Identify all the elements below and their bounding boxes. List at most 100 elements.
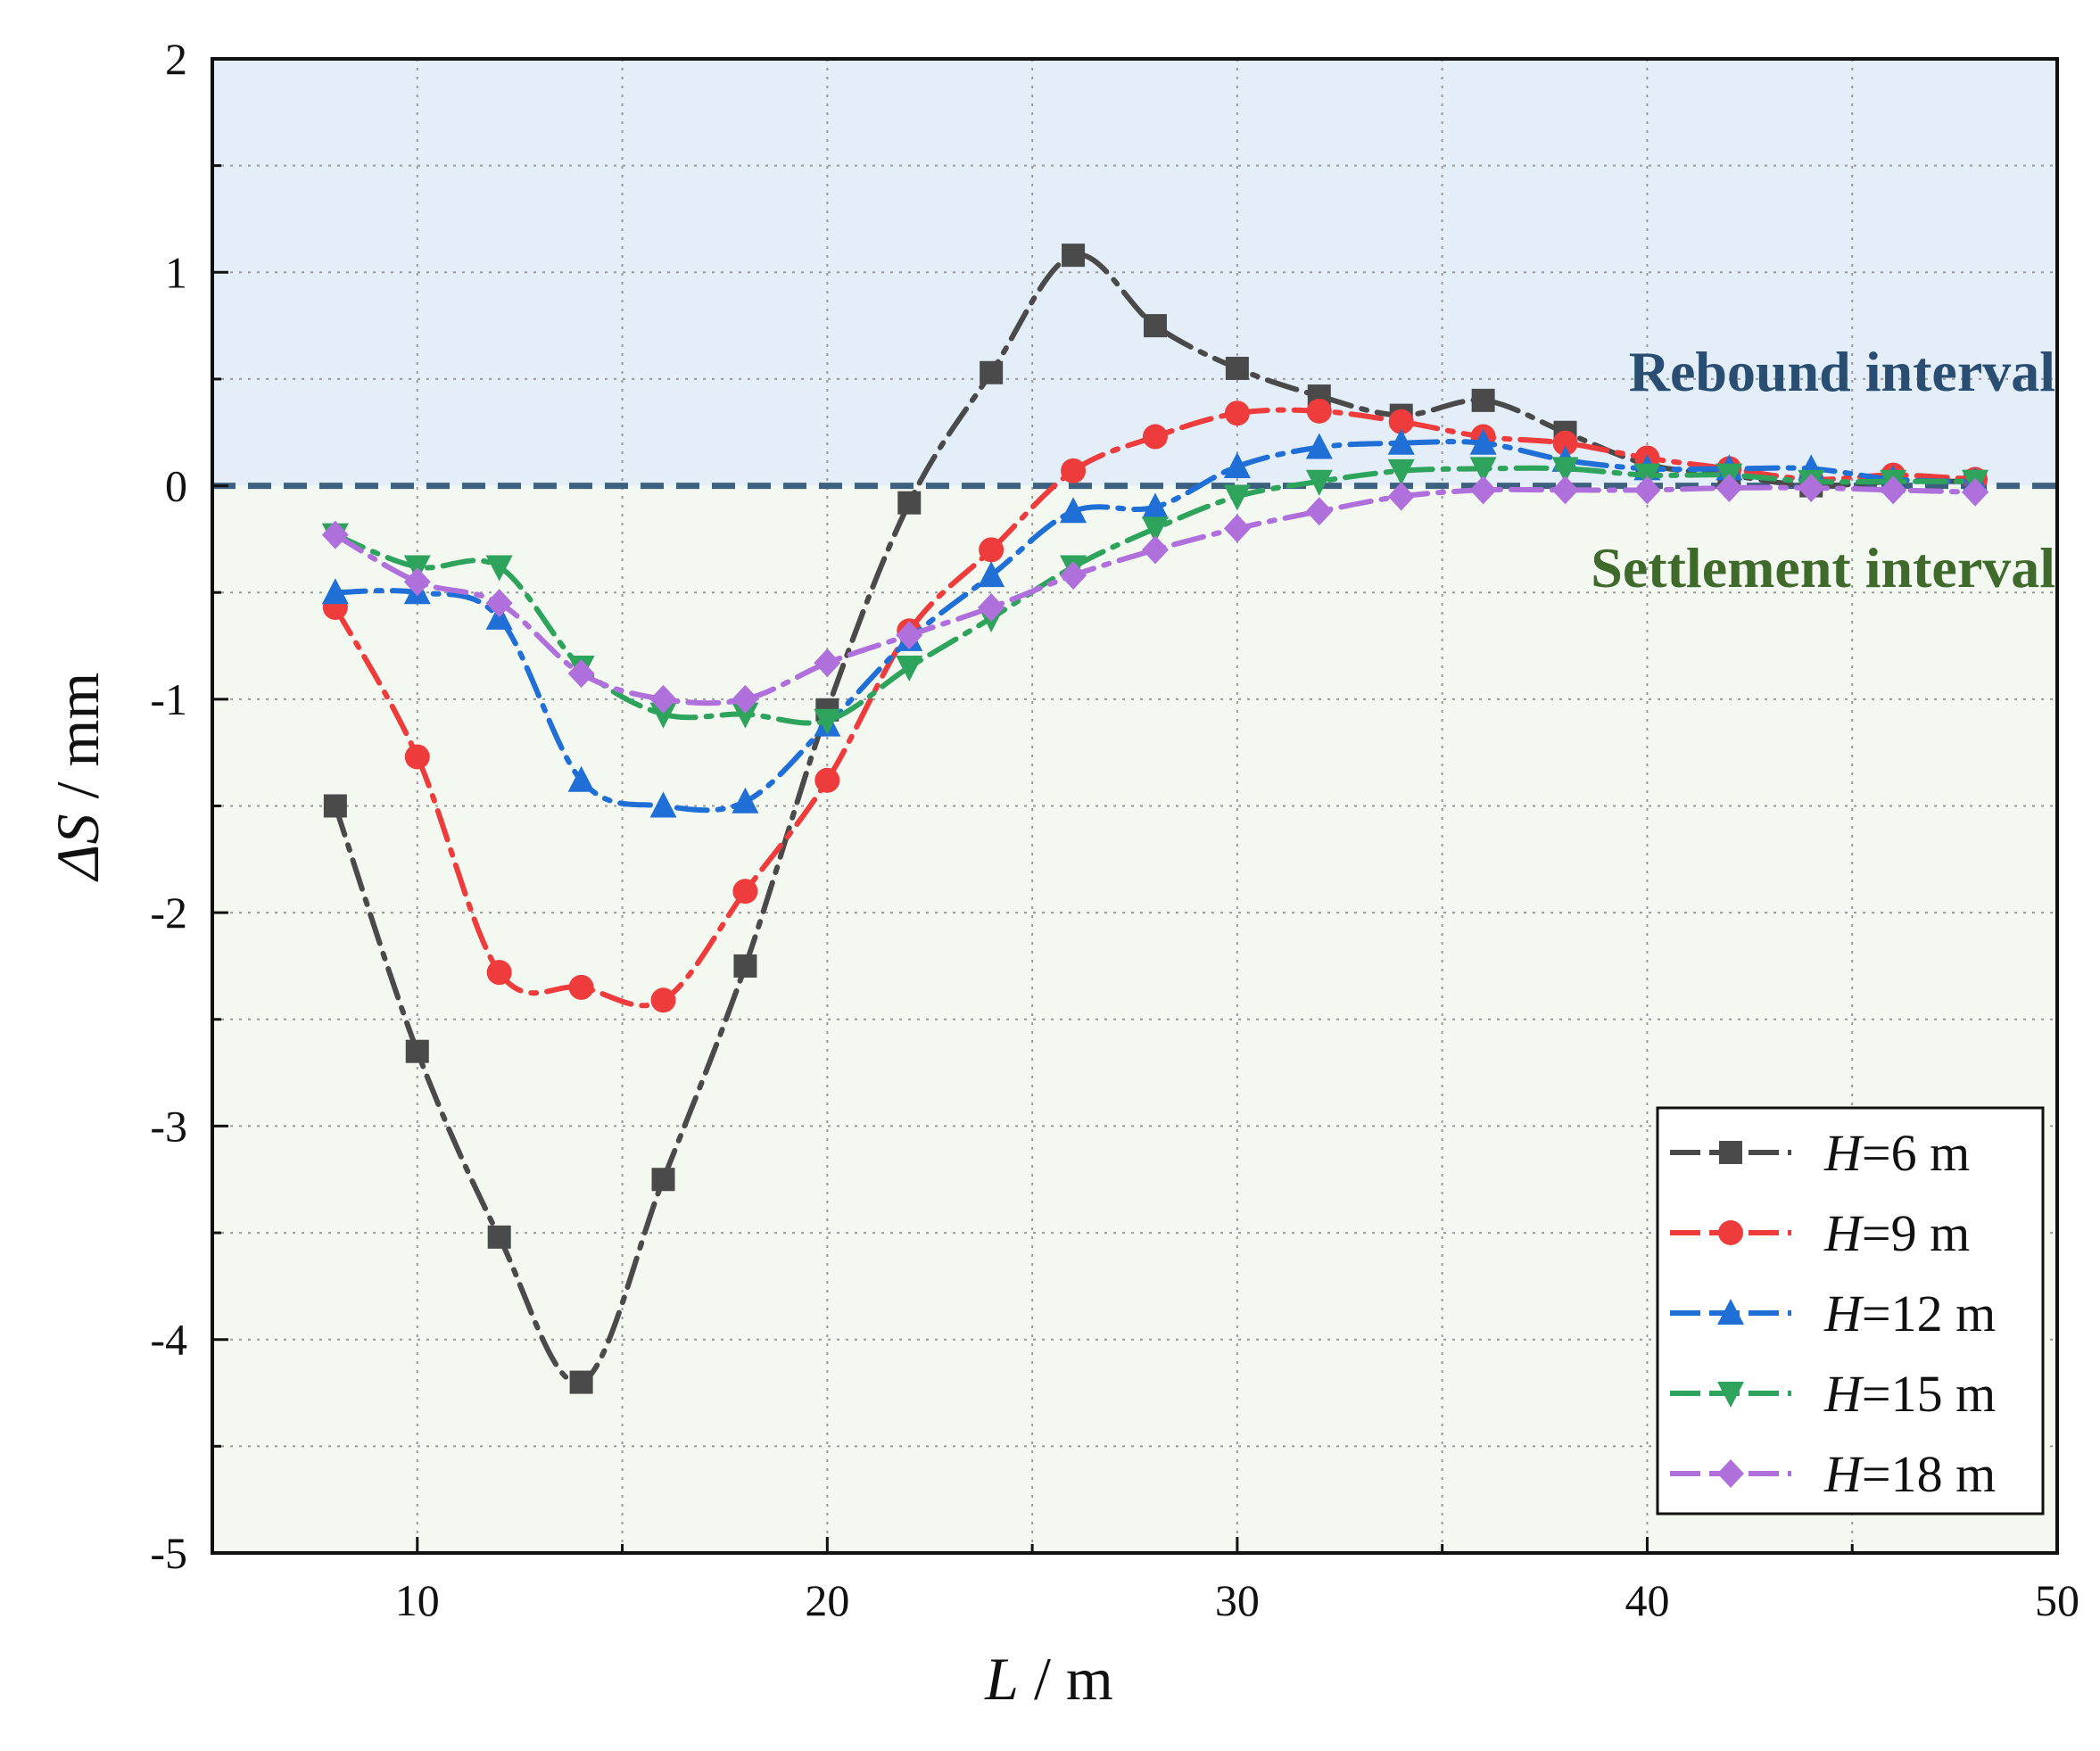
data-point (732, 879, 758, 904)
data-point (1305, 433, 1333, 459)
legend: H=6 m H=9 m H=12 m H=15 m H=18 m (1656, 1106, 2045, 1516)
data-point (649, 791, 677, 818)
data-point (1469, 457, 1497, 483)
data-point (978, 592, 1005, 622)
data-point (649, 702, 677, 729)
series-line (332, 407, 1979, 1009)
y-tick-label: -1 (150, 674, 187, 724)
data-point (1061, 458, 1087, 483)
legend-label: H=18 m (1823, 1445, 1996, 1503)
data-point (732, 684, 759, 714)
legend-marker (1717, 1299, 1744, 1325)
y-tick-label: -2 (150, 888, 187, 937)
data-point (814, 708, 841, 735)
data-point (1225, 356, 1249, 380)
legend-item: H=12 m (1670, 1284, 1996, 1342)
data-point (1141, 492, 1169, 519)
x-axis-title: L / m (984, 1645, 1113, 1713)
data-point (1223, 514, 1251, 543)
data-point (1469, 475, 1497, 505)
axes: 10 20 30 40 50 -5 -4 -3 -2 -1 0 1 2 (150, 34, 2079, 1625)
data-point (1224, 401, 1250, 426)
data-point (404, 744, 430, 770)
data-point (1387, 458, 1415, 485)
data-point (1471, 388, 1495, 412)
data-point (1306, 398, 1332, 424)
rebound-zone (212, 59, 2057, 486)
data-point (1469, 428, 1497, 455)
x-tick-label: 50 (2035, 1575, 2079, 1625)
data-point (733, 954, 757, 978)
settlement-interval-label: Settlement interval (1591, 536, 2055, 599)
data-point (1716, 473, 1743, 502)
data-point (1141, 535, 1169, 565)
y-tick-label: -5 (150, 1528, 187, 1578)
x-tick-label: 20 (805, 1575, 849, 1625)
data-point (650, 987, 676, 1013)
legend-marker (1717, 1382, 1744, 1408)
data-point (1633, 475, 1661, 505)
data-point (1551, 457, 1579, 483)
data-point (568, 974, 594, 1000)
y-tick-label: -4 (150, 1315, 187, 1365)
legend-label: H=12 m (1823, 1284, 1996, 1342)
data-point (896, 621, 923, 650)
data-point (1388, 409, 1414, 434)
legend-item: H=18 m (1670, 1445, 1996, 1503)
data-point (403, 567, 431, 597)
data-point (321, 520, 349, 549)
series-group (321, 244, 1989, 1394)
legend-label: H=9 m (1823, 1204, 1970, 1262)
data-point (1880, 475, 1907, 505)
data-point (405, 1039, 429, 1063)
data-point (980, 360, 1004, 384)
data-point (1060, 497, 1087, 524)
data-point (649, 684, 677, 714)
y-tick-label: -3 (150, 1101, 187, 1151)
series-5 (321, 473, 1989, 714)
legend-item: H=6 m (1670, 1124, 1970, 1182)
data-point (1143, 314, 1167, 338)
data-point (732, 787, 759, 814)
data-point (979, 537, 1005, 563)
data-point (485, 555, 513, 582)
data-point (1551, 475, 1579, 505)
data-point (486, 960, 512, 986)
data-point (487, 1225, 511, 1249)
legend-marker (1718, 1220, 1743, 1245)
x-tick-label: 40 (1625, 1575, 1669, 1625)
data-point (1141, 516, 1169, 543)
data-point (1962, 477, 1989, 507)
legend-marker (1717, 1459, 1744, 1488)
data-point (1060, 561, 1087, 591)
data-point (1142, 424, 1168, 450)
legend-marker (1719, 1141, 1742, 1164)
data-point (814, 648, 841, 678)
data-point (732, 702, 759, 729)
y-tick-label: 2 (165, 34, 187, 84)
data-point (1223, 452, 1251, 479)
legend-item: H=15 m (1670, 1365, 1996, 1423)
data-point (1387, 482, 1415, 511)
x-tick-label: 10 (395, 1575, 440, 1625)
data-point (321, 578, 349, 605)
legend-label: H=6 m (1823, 1124, 1970, 1182)
rebound-interval-label: Rebound interval (1629, 340, 2055, 403)
x-tick-label: 30 (1215, 1575, 1260, 1625)
data-point (896, 655, 923, 681)
data-point (1387, 428, 1415, 455)
data-point (814, 767, 840, 793)
y-axis-title: ΔS / mm (44, 673, 112, 883)
legend-label: H=15 m (1823, 1365, 1996, 1423)
data-point (1552, 430, 1578, 456)
data-point (323, 794, 347, 818)
data-point (1305, 497, 1333, 526)
data-point (651, 1168, 675, 1192)
data-point (1305, 469, 1333, 496)
data-point (569, 1370, 593, 1394)
data-point (978, 561, 1005, 588)
y-tick-label: 1 (165, 247, 187, 297)
data-point (1223, 484, 1251, 511)
data-point (1798, 473, 1825, 502)
